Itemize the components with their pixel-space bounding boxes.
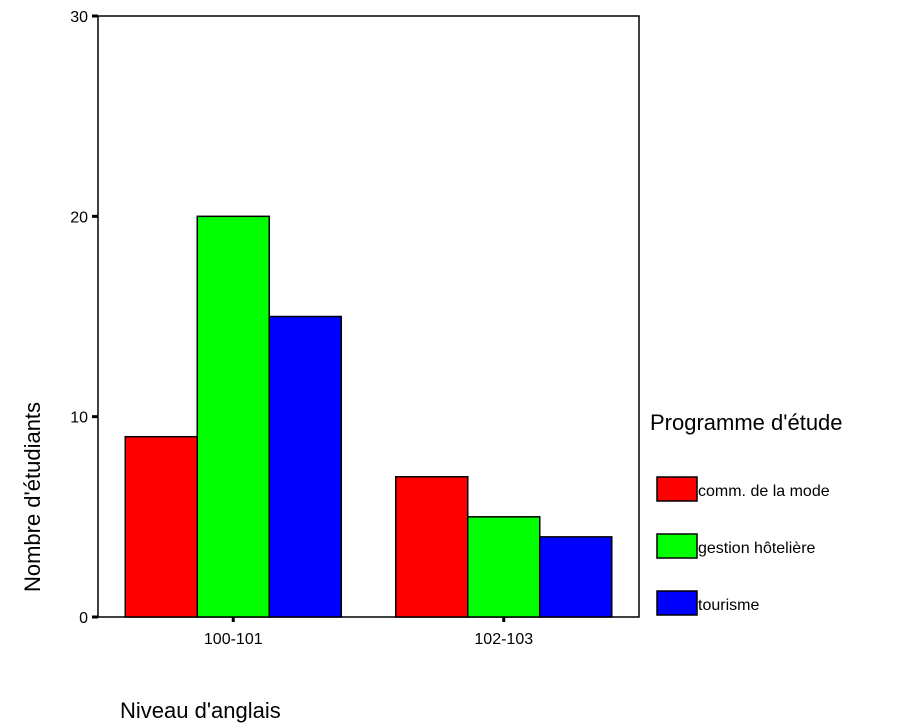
x-axis: 100-101 102-103: [204, 617, 533, 648]
x-tick-label: 100-101: [204, 631, 263, 648]
legend-swatch: [656, 476, 698, 502]
bar-102-103-series-2: [467, 516, 541, 618]
y-tick-label: 20: [70, 209, 88, 226]
legend-label: tourisme: [698, 597, 759, 614]
y-axis: 0 10 20 30: [70, 9, 98, 627]
legend-swatch: [656, 590, 698, 616]
legend-title: Programme d'étude: [650, 410, 843, 435]
bar-100-101-series-2: [196, 215, 270, 618]
legend-swatch: [656, 533, 698, 559]
y-tick-label: 0: [79, 610, 88, 627]
bars: [124, 215, 613, 618]
bar-100-101-series-1: [124, 435, 198, 618]
bar-102-103-series-3: [539, 536, 613, 618]
legend: comm. de la mode gestion hôtelière tourism…: [656, 476, 830, 616]
bar-100-101-series-3: [268, 315, 342, 618]
y-tick-label: 30: [70, 9, 88, 26]
bar-102-103-series-1: [395, 476, 469, 618]
legend-label: comm. de la mode: [698, 483, 830, 500]
legend-label: gestion hôtelière: [698, 540, 816, 557]
plot-frame: [97, 15, 640, 618]
y-axis-title: Nombre d'étudiants: [20, 402, 45, 592]
x-tick-label: 102-103: [474, 631, 533, 648]
y-tick-label: 10: [70, 410, 88, 427]
x-axis-title: Niveau d'anglais: [120, 698, 281, 723]
